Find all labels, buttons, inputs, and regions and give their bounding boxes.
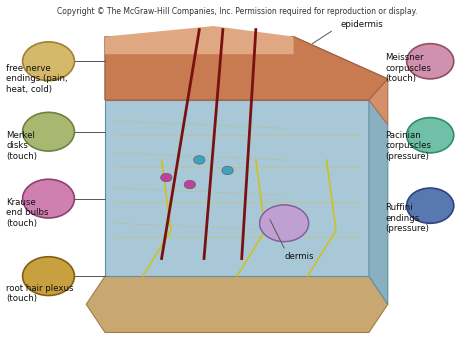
- Text: root hair plexus
(touch): root hair plexus (touch): [6, 284, 73, 304]
- Polygon shape: [105, 26, 293, 54]
- Circle shape: [222, 166, 233, 175]
- Text: Copyright © The McGraw-Hill Companies, Inc. Permission required for reproduction: Copyright © The McGraw-Hill Companies, I…: [57, 7, 417, 16]
- Text: Krause
end bulbs
(touch): Krause end bulbs (touch): [6, 198, 49, 228]
- Circle shape: [23, 42, 74, 81]
- Circle shape: [23, 112, 74, 151]
- Text: dermis: dermis: [284, 252, 314, 261]
- Circle shape: [184, 180, 196, 189]
- Circle shape: [407, 188, 454, 223]
- Circle shape: [260, 205, 309, 242]
- Polygon shape: [105, 37, 388, 125]
- Circle shape: [260, 205, 309, 242]
- Text: Meissner
corpuscles
(touch): Meissner corpuscles (touch): [385, 53, 431, 83]
- Polygon shape: [86, 276, 388, 333]
- Text: Merkel
disks
(touch): Merkel disks (touch): [6, 131, 37, 161]
- Circle shape: [407, 118, 454, 153]
- Text: epidermis: epidermis: [341, 20, 383, 29]
- Circle shape: [161, 173, 172, 182]
- Polygon shape: [369, 100, 388, 304]
- Circle shape: [23, 257, 74, 295]
- Text: Ruffini
endings
(pressure): Ruffini endings (pressure): [385, 203, 429, 233]
- Circle shape: [407, 44, 454, 79]
- Text: free nerve
endings (pain,
heat, cold): free nerve endings (pain, heat, cold): [6, 64, 68, 94]
- Polygon shape: [105, 100, 369, 276]
- Circle shape: [23, 179, 74, 218]
- Circle shape: [194, 155, 205, 164]
- Text: Pacinian
corpuscles
(pressure): Pacinian corpuscles (pressure): [385, 131, 431, 161]
- Polygon shape: [105, 37, 388, 100]
